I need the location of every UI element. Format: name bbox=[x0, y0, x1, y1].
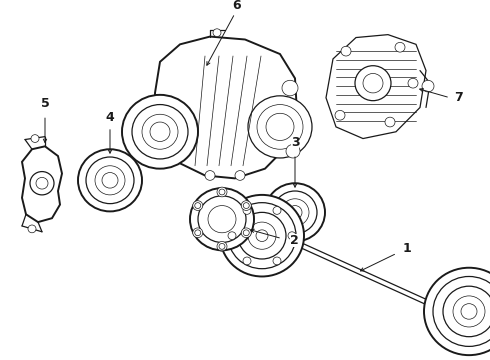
Circle shape bbox=[257, 104, 303, 149]
Circle shape bbox=[241, 201, 251, 211]
Circle shape bbox=[335, 111, 345, 120]
Circle shape bbox=[205, 171, 215, 180]
Circle shape bbox=[453, 296, 485, 327]
Text: 3: 3 bbox=[291, 136, 299, 149]
Circle shape bbox=[461, 304, 477, 319]
Circle shape bbox=[256, 230, 268, 242]
Circle shape bbox=[282, 80, 298, 96]
Circle shape bbox=[86, 157, 134, 204]
Circle shape bbox=[273, 191, 317, 234]
Circle shape bbox=[241, 228, 251, 238]
Circle shape bbox=[385, 117, 395, 127]
Circle shape bbox=[422, 80, 434, 92]
Circle shape bbox=[78, 149, 142, 211]
Circle shape bbox=[122, 95, 198, 169]
Circle shape bbox=[273, 257, 281, 265]
Circle shape bbox=[265, 183, 325, 242]
Circle shape bbox=[31, 135, 39, 143]
Text: 2: 2 bbox=[290, 234, 298, 247]
Circle shape bbox=[195, 203, 201, 208]
Circle shape bbox=[443, 286, 490, 337]
Circle shape bbox=[217, 242, 227, 251]
Circle shape bbox=[248, 222, 276, 249]
Text: 7: 7 bbox=[454, 91, 463, 104]
Circle shape bbox=[363, 73, 383, 93]
Circle shape bbox=[228, 203, 296, 269]
Text: 6: 6 bbox=[233, 0, 241, 12]
Circle shape bbox=[228, 232, 236, 239]
Circle shape bbox=[286, 144, 300, 158]
Text: 5: 5 bbox=[41, 97, 49, 110]
Circle shape bbox=[28, 225, 36, 233]
Circle shape bbox=[95, 166, 125, 195]
Circle shape bbox=[243, 203, 249, 208]
Circle shape bbox=[150, 122, 170, 141]
Circle shape bbox=[213, 29, 221, 37]
Circle shape bbox=[193, 201, 203, 211]
Circle shape bbox=[288, 206, 302, 219]
Circle shape bbox=[433, 276, 490, 346]
Circle shape bbox=[288, 232, 296, 239]
Circle shape bbox=[243, 230, 249, 236]
Circle shape bbox=[132, 104, 188, 159]
Circle shape bbox=[193, 228, 203, 238]
Text: 1: 1 bbox=[403, 242, 412, 255]
Circle shape bbox=[30, 172, 54, 195]
Circle shape bbox=[208, 206, 236, 233]
Circle shape bbox=[36, 177, 48, 189]
Circle shape bbox=[195, 230, 201, 236]
Circle shape bbox=[341, 46, 351, 56]
Circle shape bbox=[217, 187, 227, 197]
Circle shape bbox=[243, 207, 251, 214]
Circle shape bbox=[219, 189, 225, 195]
Circle shape bbox=[248, 96, 312, 158]
Text: 4: 4 bbox=[106, 111, 114, 124]
Circle shape bbox=[424, 268, 490, 355]
Circle shape bbox=[408, 78, 418, 88]
Circle shape bbox=[102, 172, 118, 188]
Polygon shape bbox=[326, 35, 426, 139]
Circle shape bbox=[198, 196, 246, 243]
Circle shape bbox=[273, 207, 281, 214]
Polygon shape bbox=[22, 146, 62, 222]
Polygon shape bbox=[155, 37, 297, 178]
Circle shape bbox=[266, 113, 294, 140]
Circle shape bbox=[238, 212, 286, 259]
Circle shape bbox=[219, 243, 225, 249]
Circle shape bbox=[190, 188, 254, 250]
Circle shape bbox=[220, 195, 304, 276]
Circle shape bbox=[355, 66, 391, 101]
Circle shape bbox=[142, 114, 178, 149]
Circle shape bbox=[235, 171, 245, 180]
Circle shape bbox=[395, 42, 405, 52]
Circle shape bbox=[243, 257, 251, 265]
Circle shape bbox=[281, 199, 309, 226]
